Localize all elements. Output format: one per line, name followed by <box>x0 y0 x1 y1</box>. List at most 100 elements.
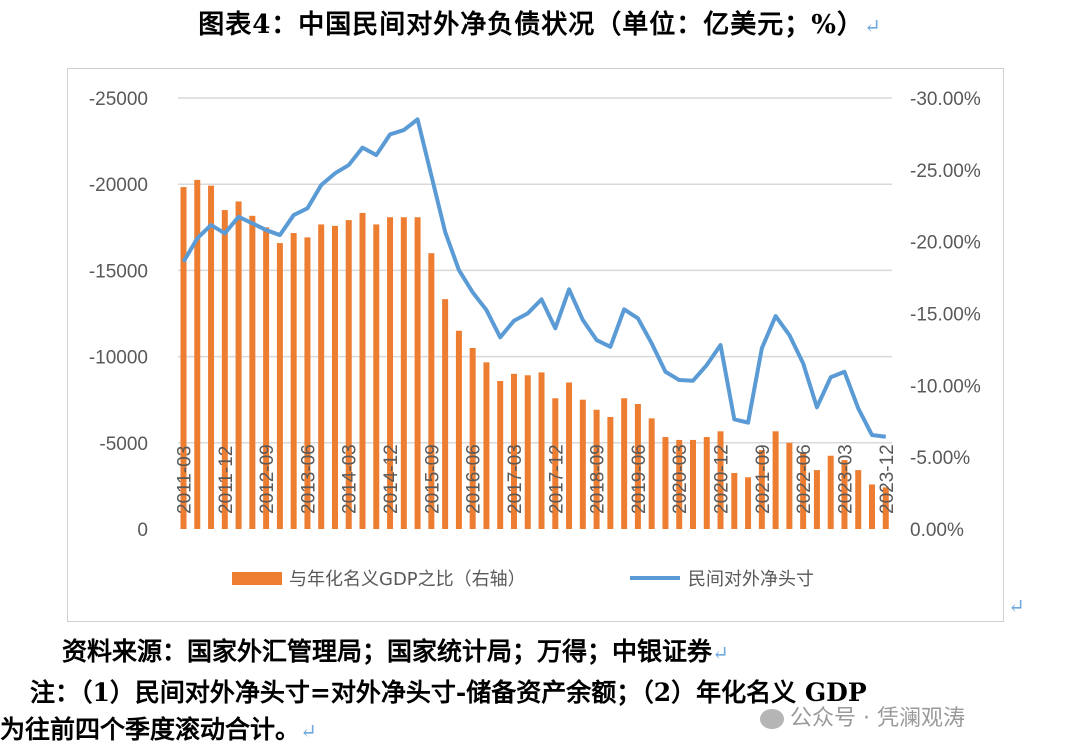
bar <box>676 439 683 529</box>
bar <box>428 253 435 529</box>
chart-frame <box>67 68 1004 622</box>
bar <box>634 404 641 529</box>
bar <box>703 437 710 529</box>
note-line-1: 注：（1）民间对外净头寸=对外净头寸-储备资产余额；（2）年化名义 GDP <box>30 678 867 707</box>
bar <box>290 233 297 529</box>
source-note: 资料来源：国家外汇管理局；国家统计局；万得；中银证券↵ <box>62 632 729 668</box>
bar <box>235 201 242 529</box>
bar <box>662 437 669 529</box>
bar <box>221 210 228 529</box>
bar <box>400 217 407 529</box>
bar <box>263 227 270 530</box>
watermark-text: 公众号 · 凭澜观涛 <box>790 706 965 731</box>
bar <box>717 431 724 529</box>
return-mark: ↵ <box>300 719 317 743</box>
left-axis-tick-label: -20000 <box>89 175 148 196</box>
x-tick-label: 2020-03 <box>670 444 691 514</box>
bar <box>194 179 201 529</box>
bar <box>800 452 807 529</box>
bar <box>524 375 531 529</box>
bar <box>593 409 600 529</box>
right-axis-tick-label: -5.00% <box>910 448 970 469</box>
bar <box>607 416 614 529</box>
bar <box>331 225 338 529</box>
right-axis-tick-label: -10.00% <box>910 376 981 397</box>
bar <box>276 243 283 529</box>
x-tick-label: 2022-06 <box>794 444 815 514</box>
line-series-net-position <box>181 117 887 439</box>
wechat-icon <box>760 709 784 729</box>
bar <box>497 381 504 529</box>
x-tick-label: 2017-03 <box>505 444 526 514</box>
left-axis-tick-label: -25000 <box>89 89 148 110</box>
bar <box>483 362 490 529</box>
bar <box>813 470 820 529</box>
legend-label-bar: 与年化名义GDP之比（右轴） <box>289 569 526 590</box>
left-axis-tick-label: 0 <box>137 520 148 541</box>
bar <box>469 347 476 529</box>
bar <box>249 215 256 529</box>
x-tick-label: 2014-03 <box>340 444 361 514</box>
x-tick-label: 2014-12 <box>381 444 402 514</box>
figure-title: 图表4：中国民间对外净负债状况（单位：亿美元；%）↵ <box>0 4 1080 41</box>
x-tick-label: 2020-12 <box>712 444 733 514</box>
bar <box>304 237 311 529</box>
bar <box>180 187 187 529</box>
bar <box>621 398 628 529</box>
x-tick-label: 2018-09 <box>588 444 609 514</box>
bar <box>442 299 449 529</box>
bar <box>882 487 889 529</box>
bar <box>359 212 366 529</box>
bar <box>552 398 559 529</box>
x-tick-label: 2011-12 <box>216 446 237 514</box>
legend-swatch-bar <box>232 572 282 585</box>
left-axis-tick-label: -10000 <box>89 348 148 369</box>
left-axis-tick-label: -5000 <box>99 434 148 455</box>
x-tick-label: 2019-06 <box>629 444 650 514</box>
right-axis-tick-label: -15.00% <box>910 305 981 326</box>
return-mark: ↵ <box>1008 594 1025 618</box>
return-mark: ↵ <box>712 641 729 665</box>
x-tick-label: 2016-06 <box>464 444 485 514</box>
bar <box>208 185 215 530</box>
bar <box>345 220 352 529</box>
bar <box>387 217 394 529</box>
bar <box>745 477 752 529</box>
bar <box>869 484 875 529</box>
bar <box>841 460 848 529</box>
source-text: 资料来源：国家外汇管理局；国家统计局；万得；中银证券 <box>62 637 713 666</box>
return-mark: ↵ <box>864 14 882 38</box>
bar <box>579 399 586 529</box>
right-axis-tick-label: 0.00% <box>910 520 964 541</box>
figure-title-text: 图表4：中国民间对外净负债状况（单位：亿美元；%） <box>198 10 865 40</box>
right-axis-tick-label: -30.00% <box>910 89 981 110</box>
bar <box>538 372 545 529</box>
right-axis-tick-label: -20.00% <box>910 233 981 254</box>
bar <box>510 373 517 529</box>
bar <box>855 470 862 529</box>
x-tick-label: 2013-06 <box>298 444 319 514</box>
watermark: 公众号 · 凭澜观涛 <box>760 700 965 732</box>
bar <box>566 382 573 529</box>
bar <box>827 455 834 529</box>
bar <box>318 224 325 529</box>
bar <box>758 449 765 529</box>
x-tick-label: 2015-09 <box>422 444 443 514</box>
bar <box>772 431 779 529</box>
bar <box>414 217 421 529</box>
left-axis-tick-label: -15000 <box>89 261 148 282</box>
bar <box>786 442 793 529</box>
x-tick-label: 2023-03 <box>835 444 856 514</box>
note-line-2-text: 为往前四个季度滚动合计。 <box>0 715 301 744</box>
x-tick-label: 2017-12 <box>546 444 567 514</box>
x-tick-label: 2011-03 <box>175 446 196 514</box>
bar <box>689 439 696 529</box>
x-tick-label: 2021-09 <box>753 444 774 514</box>
x-tick-label: 2012-09 <box>257 444 278 514</box>
bar <box>373 224 380 529</box>
right-axis-tick-label: -25.00% <box>910 161 981 182</box>
bar <box>648 418 655 529</box>
bar <box>455 330 462 529</box>
legend-label-line: 民间对外净头寸 <box>688 569 814 590</box>
